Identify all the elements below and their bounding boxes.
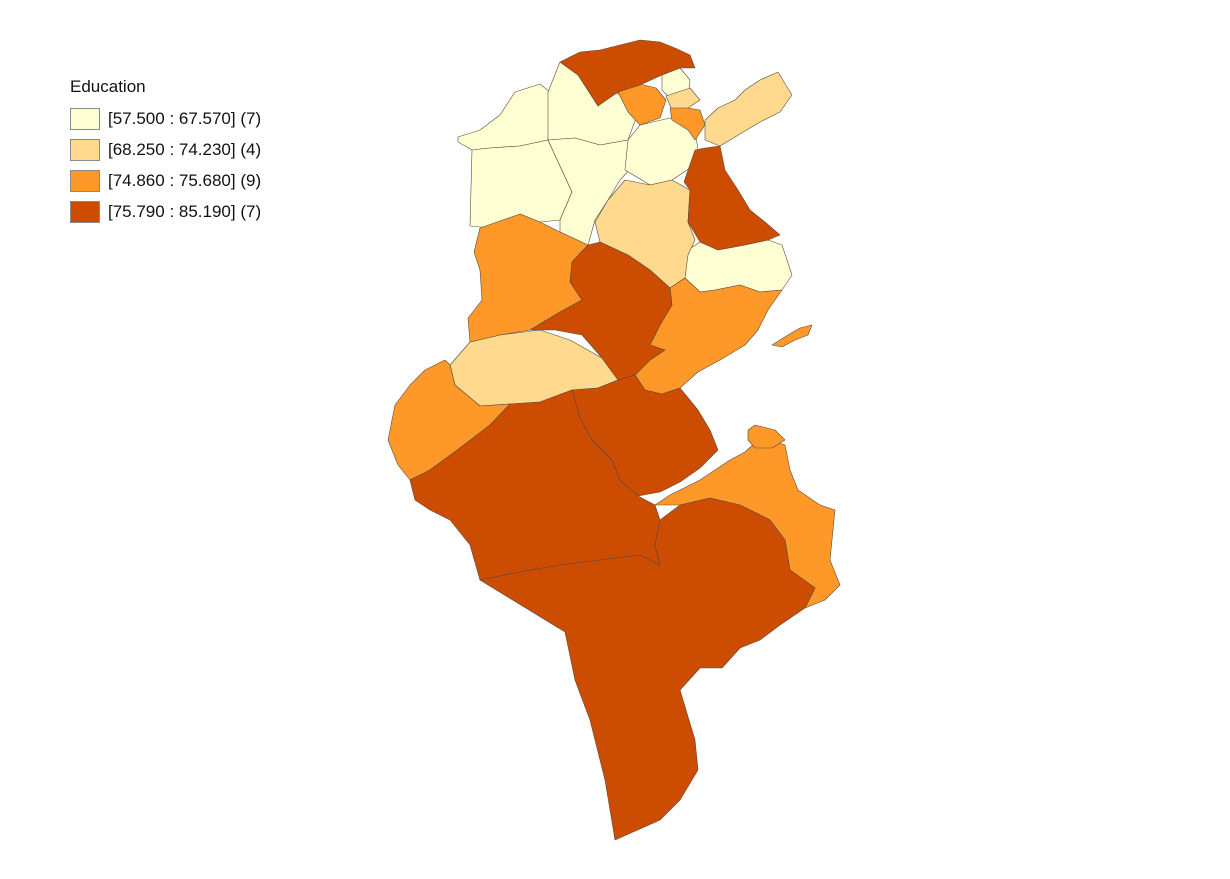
legend-item: [57.500 : 67.570] (7) xyxy=(70,103,261,134)
region-cap-bon xyxy=(704,71,793,147)
region-n-ben-arous xyxy=(669,107,706,141)
legend-item: [75.790 : 85.190] (7) xyxy=(70,196,261,227)
region-s-tataouine xyxy=(479,497,816,841)
region-e-nabeul-south xyxy=(683,145,781,251)
region-n-bizerte xyxy=(559,39,696,107)
region-n-small-lt xyxy=(665,87,701,111)
legend-label: [57.500 : 67.570] (7) xyxy=(108,108,262,128)
legend-title: Education xyxy=(70,77,146,96)
legend-label: [74.860 : 75.680] (9) xyxy=(108,170,262,190)
region-djerba xyxy=(747,424,786,449)
legend-swatch xyxy=(70,169,100,192)
legend-swatch xyxy=(70,107,100,130)
legend-label: [68.250 : 74.230] (4) xyxy=(108,139,262,159)
region-e-sahel xyxy=(684,239,793,293)
region-nw-1 xyxy=(457,83,551,151)
legend-swatch xyxy=(70,200,100,223)
legend-swatch xyxy=(70,138,100,161)
map-legend: Education [57.500 : 67.570] (7) [68.250 … xyxy=(70,76,261,227)
legend-item: [74.860 : 75.680] (9) xyxy=(70,165,261,196)
region-c-sidi-bouzid xyxy=(529,241,673,381)
region-kerkennah xyxy=(771,324,813,348)
legend-item: [68.250 : 74.230] (4) xyxy=(70,134,261,165)
region-n-ariana xyxy=(617,83,667,126)
legend-label: [75.790 : 85.190] (7) xyxy=(108,201,262,221)
region-s-kebili xyxy=(409,389,661,581)
